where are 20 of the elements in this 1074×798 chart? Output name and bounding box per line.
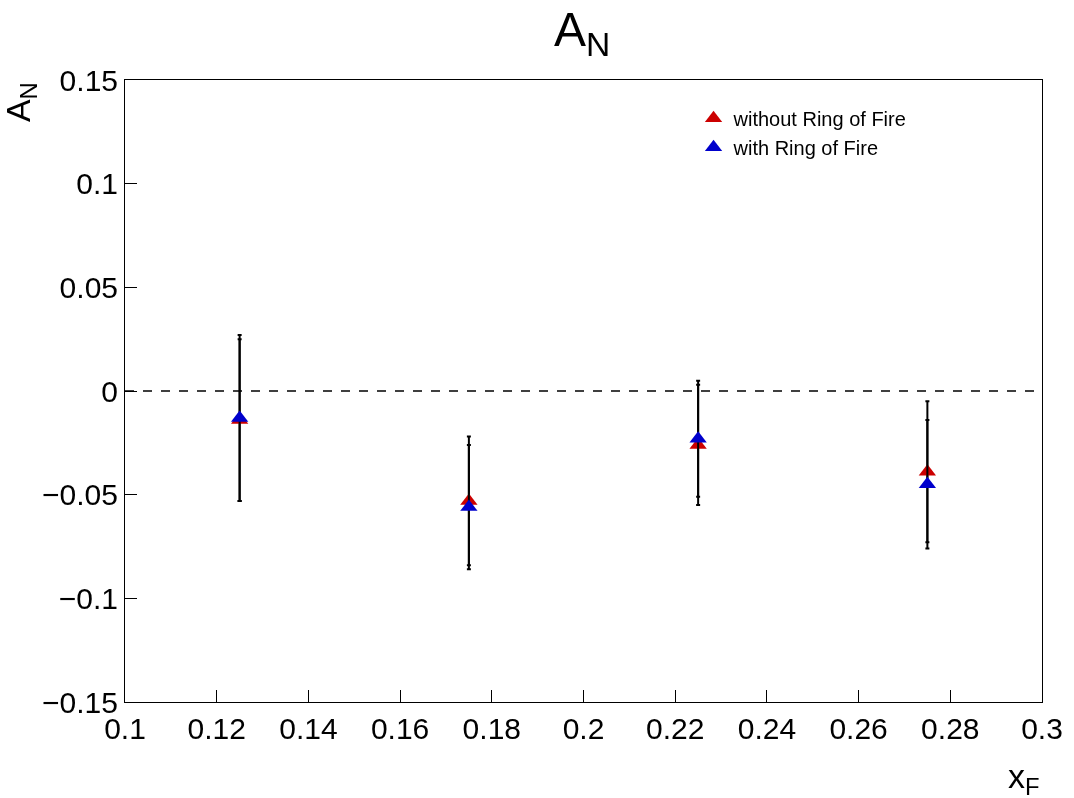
y-tick-label: 0.05 <box>59 270 118 304</box>
y-tick-label: −0.05 <box>42 478 118 512</box>
x-tick-label: 0.22 <box>646 712 705 745</box>
x-tick-label: 0.26 <box>829 712 888 745</box>
x-tick-label: 0.2 <box>562 712 605 745</box>
legend-label: without Ring of Fire <box>732 107 906 130</box>
y-tick-label: 0 <box>101 374 118 408</box>
x-tick-label: 0.12 <box>187 712 246 745</box>
y-tick-label: 0.15 <box>59 63 118 97</box>
y-tick-label: 0.1 <box>76 167 118 201</box>
x-axis-title: x$_{F}$ <box>1008 757 1040 798</box>
x-tick-label: 0.3 <box>1021 712 1063 745</box>
x-tick-label: 0.24 <box>737 712 797 745</box>
legend-label: with Ring of Fire <box>732 136 879 159</box>
x-tick-label: 0.16 <box>370 712 430 745</box>
x-tick-label: 0.18 <box>462 712 521 745</box>
chart-title: A$_{N}$ <box>553 2 611 63</box>
x-tick-label: 0.28 <box>921 712 980 745</box>
x-tick-label: 0.14 <box>279 712 338 745</box>
y-tick-label: −0.1 <box>58 581 118 615</box>
